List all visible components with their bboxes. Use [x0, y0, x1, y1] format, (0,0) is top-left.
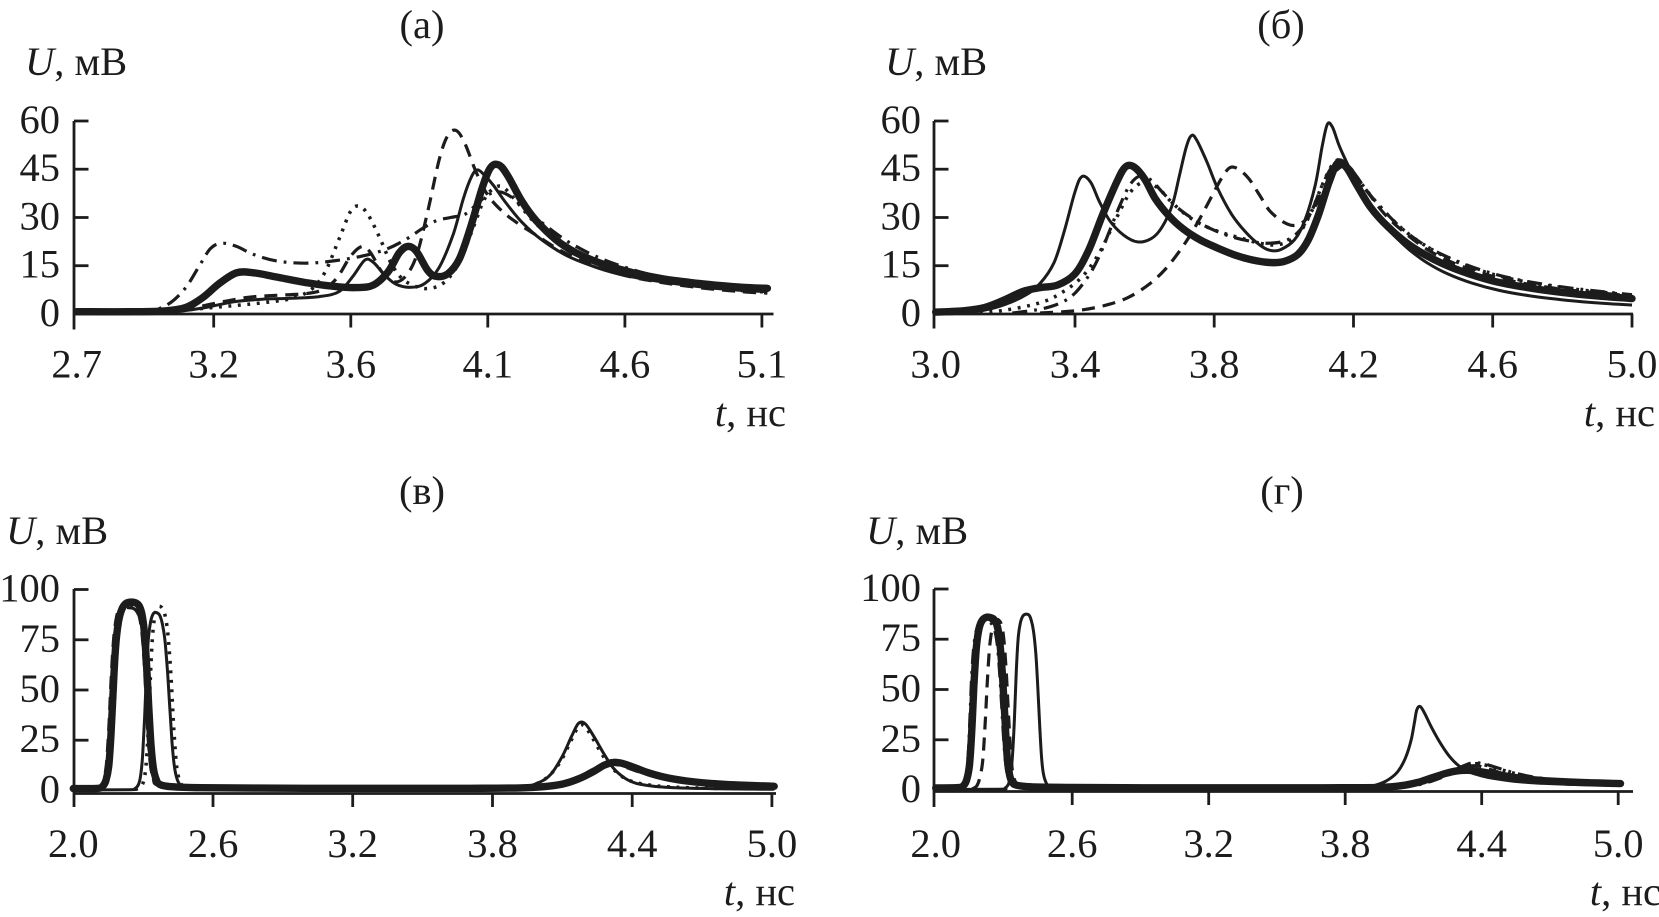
svg-text:0: 0 — [40, 767, 60, 812]
svg-text:4.1: 4.1 — [462, 341, 513, 386]
svg-text:U, мВ: U, мВ — [25, 39, 127, 84]
svg-text:(в): (в) — [399, 468, 445, 513]
svg-text:45: 45 — [881, 145, 922, 190]
svg-text:5.0: 5.0 — [747, 821, 798, 866]
svg-text:3.2: 3.2 — [1183, 821, 1234, 866]
svg-text:5.0: 5.0 — [1593, 821, 1644, 866]
svg-text:0: 0 — [901, 290, 921, 335]
svg-text:75: 75 — [881, 615, 922, 660]
svg-text:(а): (а) — [400, 2, 445, 47]
svg-text:100: 100 — [0, 566, 60, 611]
svg-text:t, нс: t, нс — [724, 869, 795, 914]
svg-text:15: 15 — [881, 242, 922, 287]
svg-text:4.6: 4.6 — [600, 341, 651, 386]
svg-text:5.0: 5.0 — [1607, 341, 1658, 386]
svg-text:50: 50 — [20, 666, 61, 711]
svg-text:3.2: 3.2 — [188, 341, 239, 386]
svg-text:4.4: 4.4 — [1456, 821, 1507, 866]
svg-text:4.6: 4.6 — [1467, 341, 1518, 386]
svg-text:45: 45 — [20, 145, 61, 190]
svg-text:4.4: 4.4 — [607, 821, 658, 866]
svg-text:2.7: 2.7 — [51, 341, 102, 386]
svg-text:2.0: 2.0 — [910, 821, 961, 866]
svg-text:t, нс: t, нс — [1590, 869, 1659, 914]
svg-text:3.6: 3.6 — [325, 341, 376, 386]
svg-text:(г): (г) — [1260, 468, 1304, 513]
svg-text:3.8: 3.8 — [1320, 821, 1371, 866]
svg-text:3.2: 3.2 — [327, 821, 378, 866]
svg-text:t, нс: t, нс — [715, 390, 786, 435]
svg-text:60: 60 — [881, 97, 922, 142]
svg-text:5.1: 5.1 — [737, 341, 788, 386]
svg-text:75: 75 — [20, 616, 61, 661]
svg-text:2.6: 2.6 — [188, 821, 239, 866]
svg-text:3.0: 3.0 — [910, 341, 961, 386]
svg-text:60: 60 — [20, 97, 61, 142]
svg-text:25: 25 — [20, 716, 61, 761]
svg-text:3.8: 3.8 — [467, 821, 518, 866]
svg-text:(б): (б) — [1257, 2, 1305, 47]
svg-text:U, мВ: U, мВ — [885, 39, 987, 84]
svg-text:50: 50 — [881, 666, 922, 711]
svg-text:3.4: 3.4 — [1050, 341, 1101, 386]
svg-text:25: 25 — [881, 716, 922, 761]
svg-text:100: 100 — [860, 565, 921, 610]
svg-text:U, мВ: U, мВ — [866, 508, 968, 553]
svg-text:15: 15 — [20, 242, 61, 287]
svg-text:2.6: 2.6 — [1047, 821, 1098, 866]
svg-text:0: 0 — [40, 290, 60, 335]
svg-text:2.0: 2.0 — [48, 821, 99, 866]
svg-text:t, нс: t, нс — [1584, 390, 1655, 435]
svg-text:30: 30 — [881, 194, 922, 239]
svg-text:0: 0 — [901, 766, 921, 811]
svg-text:4.2: 4.2 — [1328, 341, 1379, 386]
svg-text:U, мВ: U, мВ — [6, 508, 108, 553]
svg-text:30: 30 — [20, 194, 61, 239]
svg-text:3.8: 3.8 — [1189, 341, 1240, 386]
